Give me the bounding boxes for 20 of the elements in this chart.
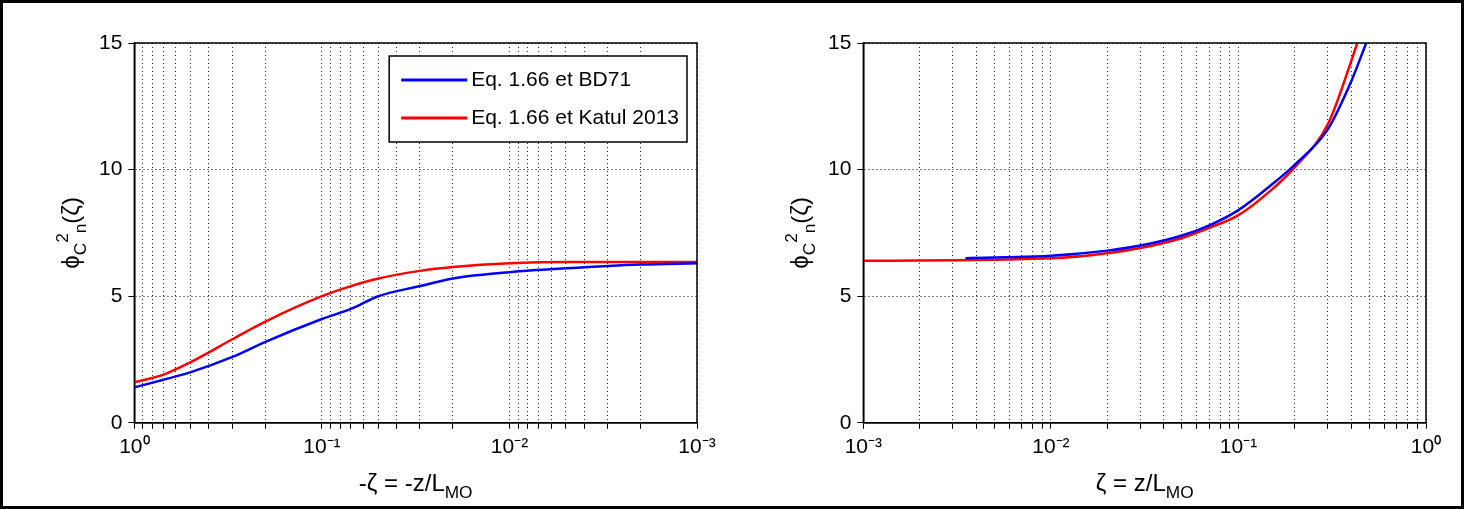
y-tick-label: 0 — [110, 409, 123, 433]
y-tick-label: 0 — [839, 409, 852, 433]
x-tick-label: 10⁰ — [1410, 434, 1442, 458]
y-tick-label: 10 — [99, 156, 123, 180]
y-tick-label: 10 — [828, 156, 852, 180]
legend-label: Eq. 1.66 et BD71 — [471, 66, 632, 90]
y-axis-title: ϕC2n(ζ) — [51, 197, 90, 269]
y-tick-label: 5 — [839, 283, 852, 306]
y-tick-label: 15 — [828, 29, 852, 53]
x-tick-label: 10⁻² — [490, 434, 529, 458]
x-tick-label: 10⁻³ — [678, 434, 716, 458]
y-tick-label: 15 — [99, 29, 123, 53]
x-tick-label: 10⁻¹ — [303, 434, 341, 458]
x-tick-label: 10⁰ — [119, 434, 150, 458]
y-axis-title: ϕC2n(ζ) — [780, 197, 819, 269]
legend-label: Eq. 1.66 et Katul 2013 — [471, 104, 679, 128]
x-tick-label: 10⁻¹ — [1219, 434, 1258, 458]
x-tick-label: 10⁻² — [1032, 434, 1070, 458]
x-tick-label: 10⁻³ — [844, 434, 883, 458]
y-tick-label: 5 — [110, 283, 123, 306]
